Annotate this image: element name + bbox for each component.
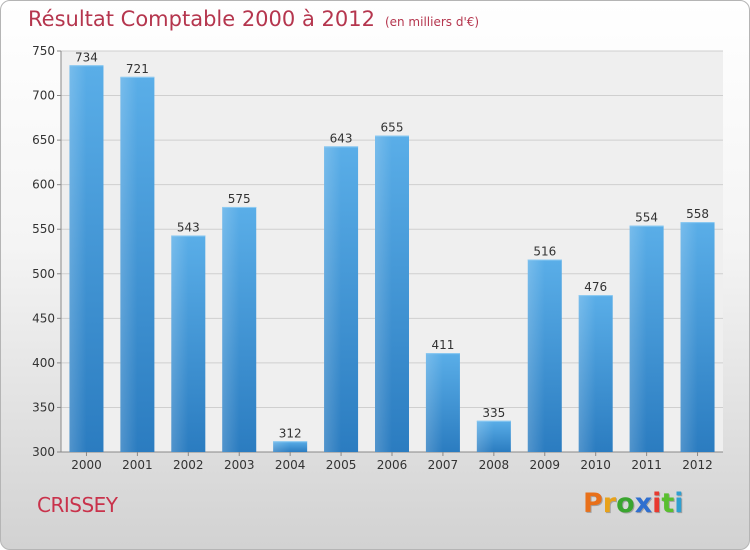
value-label: 312: [279, 426, 302, 440]
value-label: 554: [635, 211, 658, 225]
bar-highlight: [375, 135, 392, 452]
y-tick-label: 650: [32, 133, 55, 147]
x-tick-label: 2000: [71, 458, 102, 472]
value-label: 734: [75, 50, 98, 64]
y-tick-label: 350: [32, 400, 55, 414]
bar-highlight: [222, 206, 240, 452]
logo-letter: x: [634, 488, 653, 519]
y-tick-label: 700: [32, 89, 55, 103]
bar-highlight: [578, 295, 596, 452]
bar-highlight: [425, 353, 443, 452]
proxiti-logo: Proxiti: [583, 488, 684, 519]
logo-letter: t: [661, 488, 675, 519]
bar-highlight: [324, 146, 342, 453]
value-label: 721: [126, 62, 149, 76]
x-tick-label: 2012: [682, 458, 713, 472]
y-tick-label: 400: [32, 356, 55, 370]
x-tick-label: 2005: [326, 458, 357, 472]
logo-letter: o: [616, 488, 635, 519]
x-tick-label: 2010: [580, 458, 611, 472]
bar-highlight: [680, 222, 698, 452]
x-tick-label: 2009: [529, 458, 560, 472]
x-tick-label: 2011: [631, 458, 662, 472]
value-label: 516: [533, 245, 556, 259]
value-label: 655: [381, 121, 404, 135]
x-tick-label: 2002: [173, 458, 204, 472]
bar-highlight: [476, 420, 494, 452]
x-tick-label: 2001: [122, 458, 153, 472]
bar-highlight: [69, 65, 87, 452]
x-tick-label: 2007: [428, 458, 459, 472]
logo-letter: i: [652, 488, 662, 519]
y-tick-label: 300: [32, 445, 55, 459]
logo-letter: r: [602, 488, 617, 519]
location-name: CRISSEY: [37, 493, 118, 517]
y-tick-label: 450: [32, 311, 55, 325]
value-label: 543: [177, 220, 200, 234]
chart-title: Résultat Comptable 2000 à 2012 (en millie…: [28, 7, 479, 31]
x-tick-label: 2008: [479, 458, 510, 472]
bar-highlight: [120, 76, 138, 452]
y-tick-label: 500: [32, 267, 55, 281]
bar-highlight: [171, 235, 189, 452]
x-tick-label: 2003: [224, 458, 255, 472]
value-label: 411: [431, 338, 454, 352]
chart-subtitle: (en milliers d'€): [384, 15, 480, 29]
bar-highlight: [527, 259, 545, 452]
y-tick-label: 600: [32, 178, 55, 192]
logo-letter: P: [583, 488, 603, 519]
value-label: 335: [482, 406, 505, 420]
value-label: 476: [584, 280, 607, 294]
x-tick-label: 2006: [377, 458, 408, 472]
value-label: 558: [686, 207, 709, 221]
x-tick-label: 2004: [275, 458, 306, 472]
bar-highlight: [273, 441, 291, 452]
logo-letter: i: [674, 488, 684, 519]
bar-highlight: [629, 225, 647, 452]
y-tick-label: 550: [32, 222, 55, 236]
chart-title-text: Résultat Comptable 2000 à 2012: [28, 7, 375, 31]
value-label: 575: [228, 192, 251, 206]
y-tick-label: 750: [32, 44, 55, 58]
value-label: 643: [330, 131, 353, 145]
